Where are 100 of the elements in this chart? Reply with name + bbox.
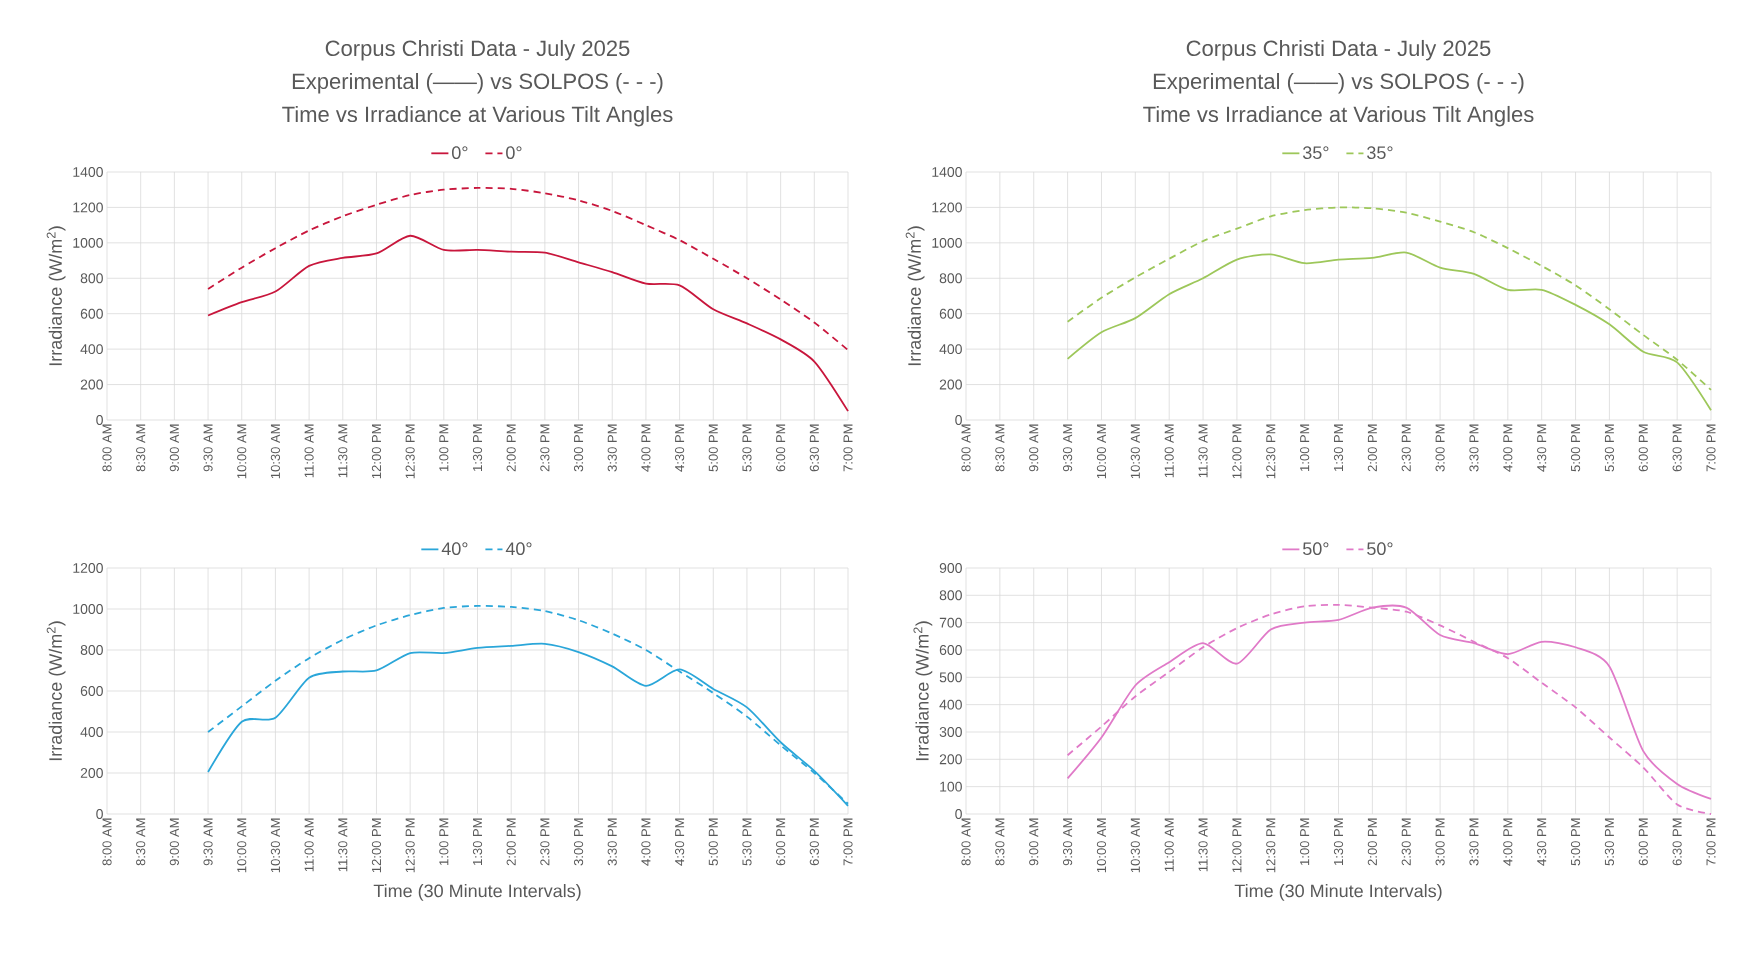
x-tick-label: 2:00 PM xyxy=(506,424,516,472)
x-tick-label: 12:30 PM xyxy=(1266,818,1276,873)
x-tick-label: 12:00 PM xyxy=(371,424,382,479)
legend-label: 50° xyxy=(1303,542,1329,556)
legend-label: 35° xyxy=(1367,146,1393,160)
x-tick-label: 6:30 PM xyxy=(809,818,819,866)
y-tick-label: 600 xyxy=(939,308,962,319)
x-tick-label: 6:00 PM xyxy=(1638,818,1648,866)
y-tick-label: 200 xyxy=(80,768,103,778)
x-tick-label: 6:00 PM xyxy=(776,818,786,866)
y-tick-label: 400 xyxy=(939,699,962,710)
x-tick-label: 10:00 AM xyxy=(1096,424,1107,479)
x-tick-label: 8:30 AM xyxy=(136,424,146,472)
x-tick-label: 2:00 PM xyxy=(1367,818,1377,866)
y-tick-label: 200 xyxy=(939,379,962,390)
x-tick-label: 11:30 AM xyxy=(1198,818,1208,872)
chart-subtitle: Experimental (——) vs SOLPOS (- - -) xyxy=(1153,72,1524,94)
x-tick-label: 3:00 PM xyxy=(573,818,584,866)
x-tick-label: 11:00 AM xyxy=(304,818,314,872)
x-tick-label: 9:00 AM xyxy=(169,818,179,866)
y-tick-label: 700 xyxy=(939,617,962,628)
x-tick-label: 7:00 PM xyxy=(1706,424,1716,472)
y-tick-label: 1000 xyxy=(73,604,103,614)
x-tick-label: 11:00 AM xyxy=(304,424,314,478)
x-tick-label: 11:30 AM xyxy=(1198,424,1208,478)
x-tick-label: 8:00 AM xyxy=(102,424,112,472)
x-tick-label: 10:30 AM xyxy=(1130,424,1140,479)
x-tick-label: 8:00 AM xyxy=(102,818,112,866)
y-tick-label: 200 xyxy=(80,379,103,390)
chart-title: Corpus Christi Data - July 2025 xyxy=(325,39,630,61)
x-tick-label: 8:30 AM xyxy=(995,818,1005,866)
legend-label: 0° xyxy=(452,146,468,160)
y-tick-label: 400 xyxy=(939,344,962,355)
x-tick-label: 4:00 PM xyxy=(1503,818,1513,866)
x-tick-label: 6:30 PM xyxy=(1672,424,1682,472)
x-tick-label: 10:30 AM xyxy=(270,818,281,873)
y-tick-label: 1000 xyxy=(73,237,103,248)
x-tick-label: 4:30 PM xyxy=(674,424,685,472)
y-tick-label: 1400 xyxy=(932,167,962,177)
y-axis-title: Irradiance (W/m$^{2}$) xyxy=(905,226,925,366)
x-tick-label: 1:30 PM xyxy=(1333,818,1344,865)
y-tick-label: 0 xyxy=(955,415,962,425)
x-tick-label: 3:30 PM xyxy=(1469,424,1479,472)
x-tick-label: 6:00 PM xyxy=(776,424,786,472)
x-tick-label: 11:30 AM xyxy=(338,424,348,478)
x-tick-label: 4:30 PM xyxy=(1537,424,1547,472)
x-tick-label: 2:30 PM xyxy=(1401,818,1411,866)
x-tick-label: 11:00 AM xyxy=(1164,424,1174,478)
text: Time vs Irradiance at Various Tilt Angles xyxy=(282,105,673,127)
x-tick-label: 8:30 AM xyxy=(136,818,146,866)
y-tick-label: 600 xyxy=(939,645,962,655)
x-tick-label: 4:30 PM xyxy=(1537,818,1547,866)
x-tick-label: 12:30 PM xyxy=(405,424,415,479)
x-tick-label: 1:30 PM xyxy=(1333,424,1344,471)
x-tick-label: 9:30 AM xyxy=(1062,424,1073,472)
y-tick-label: 400 xyxy=(80,727,103,737)
y-tick-label: 0 xyxy=(955,809,962,819)
chart-subtitle: Experimental (——) vs SOLPOS (- - -) xyxy=(292,72,663,94)
x-tick-label: 2:00 PM xyxy=(506,818,516,866)
y-tick-label: 800 xyxy=(939,273,962,284)
x-tick-label: 4:30 PM xyxy=(674,818,685,866)
y-tick-label: 1000 xyxy=(932,237,962,248)
y-axis-title: Irradiance (W/m$^{2}$) xyxy=(46,621,66,761)
y-tick-label: 100 xyxy=(940,781,962,792)
x-tick-label: 10:00 AM xyxy=(1096,818,1107,873)
y-tick-label: 600 xyxy=(80,308,103,319)
x-tick-label: 1:00 PM xyxy=(1300,424,1310,471)
y-tick-label: 1200 xyxy=(73,202,103,213)
line-series xyxy=(207,234,849,413)
y-tick-label: 400 xyxy=(80,344,103,355)
x-tick-label: 8:30 AM xyxy=(995,424,1005,472)
y-tick-label: 600 xyxy=(80,686,103,696)
x-tick-label: 5:00 PM xyxy=(708,424,718,472)
x-tick-label: 1:30 PM xyxy=(472,818,483,865)
x-tick-label: 5:30 PM xyxy=(742,818,752,866)
x-tick-label: 3:30 PM xyxy=(1469,818,1479,866)
x-tick-label: 10:30 AM xyxy=(270,424,281,479)
x-tick-label: 6:30 PM xyxy=(809,424,819,472)
x-tick-label: 12:00 PM xyxy=(1232,424,1242,479)
y-tick-label: 1200 xyxy=(932,202,962,213)
x-tick-label: 10:00 AM xyxy=(237,424,247,479)
x-tick-label: 5:30 PM xyxy=(1604,818,1615,866)
y-axis-title: Irradiance (W/m$^{2}$) xyxy=(913,621,933,761)
y-tick-label: 1200 xyxy=(73,563,103,573)
x-tick-label: 9:00 AM xyxy=(169,424,179,472)
x-tick-label: 3:00 PM xyxy=(1435,424,1445,472)
x-tick-label: 4:00 PM xyxy=(641,818,651,866)
y-tick-label: 300 xyxy=(939,727,962,737)
x-tick-label: 2:30 PM xyxy=(540,818,550,866)
y-tick-label: 800 xyxy=(80,273,103,284)
x-tick-label: 3:00 PM xyxy=(573,424,584,472)
legend-label: 40° xyxy=(441,542,468,556)
x-tick-label: 11:00 AM xyxy=(1164,818,1174,872)
x-tick-label: 9:30 AM xyxy=(203,818,213,866)
legend-label: 0° xyxy=(506,146,522,160)
x-tick-label: 7:00 PM xyxy=(843,818,853,866)
line-series xyxy=(207,187,849,351)
x-tick-label: 5:30 PM xyxy=(742,424,752,472)
x-tick-label: 4:00 PM xyxy=(641,424,651,472)
x-tick-label: 9:30 AM xyxy=(203,424,213,472)
